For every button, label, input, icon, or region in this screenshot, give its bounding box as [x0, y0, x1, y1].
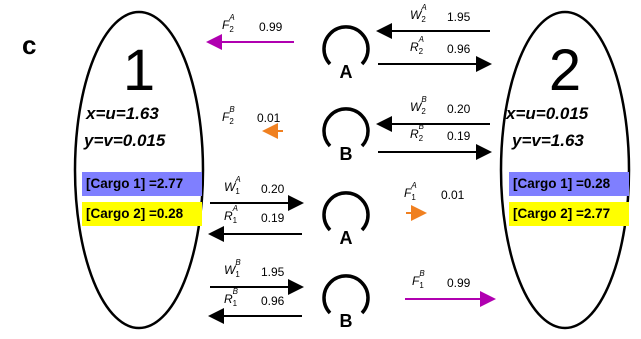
rate-value-F2A: 0.99 [259, 20, 283, 34]
rate-value-W1A: 0.20 [261, 182, 285, 196]
motor-label-2: B [339, 144, 353, 164]
rate-value-F1B: 0.99 [447, 276, 471, 290]
cell-1-x-value: x=u=1.63 [86, 104, 159, 123]
motor-label-4: B [339, 311, 353, 331]
cell-2-number: 2 [548, 38, 582, 103]
cell-1-number: 1 [122, 38, 156, 103]
cell-1-ellipse [73, 10, 205, 330]
motor-label-3: A [339, 228, 353, 248]
cell-1-cargo-1: [Cargo 1] =2.77 [82, 172, 202, 196]
rate-value-R2B: 0.19 [447, 129, 471, 143]
rate-value-W2B: 0.20 [447, 102, 471, 116]
motor-loop-1 [322, 25, 370, 66]
motor-loop-2 [322, 107, 370, 148]
rate-value-R1B: 0.96 [261, 294, 285, 308]
cell-2-y-value: y=v=1.63 [512, 131, 584, 150]
cell-1-y-value: y=v=0.015 [84, 131, 166, 150]
motor-loop-4 [322, 274, 370, 315]
cell-2-cargo-1: [Cargo 1] =0.28 [509, 172, 629, 196]
rate-value-F1A: 0.01 [441, 188, 465, 202]
motor-label-1: A [339, 62, 353, 82]
cell-2-ellipse [499, 10, 631, 330]
cell-2-x-value: x=u=0.015 [506, 104, 589, 123]
rate-value-R2A: 0.96 [447, 42, 471, 56]
rate-value-W1B: 1.95 [261, 265, 285, 279]
rate-value-F2B: 0.01 [257, 111, 281, 125]
panel-label: c [22, 30, 37, 60]
cell-1-cargo-2: [Cargo 2] =0.28 [82, 202, 202, 226]
cell-2-cargo-2: [Cargo 2] =2.77 [509, 202, 629, 226]
rate-value-R1A: 0.19 [261, 211, 285, 225]
motor-loop-3 [322, 191, 370, 232]
rate-value-W2A: 1.95 [447, 10, 471, 24]
